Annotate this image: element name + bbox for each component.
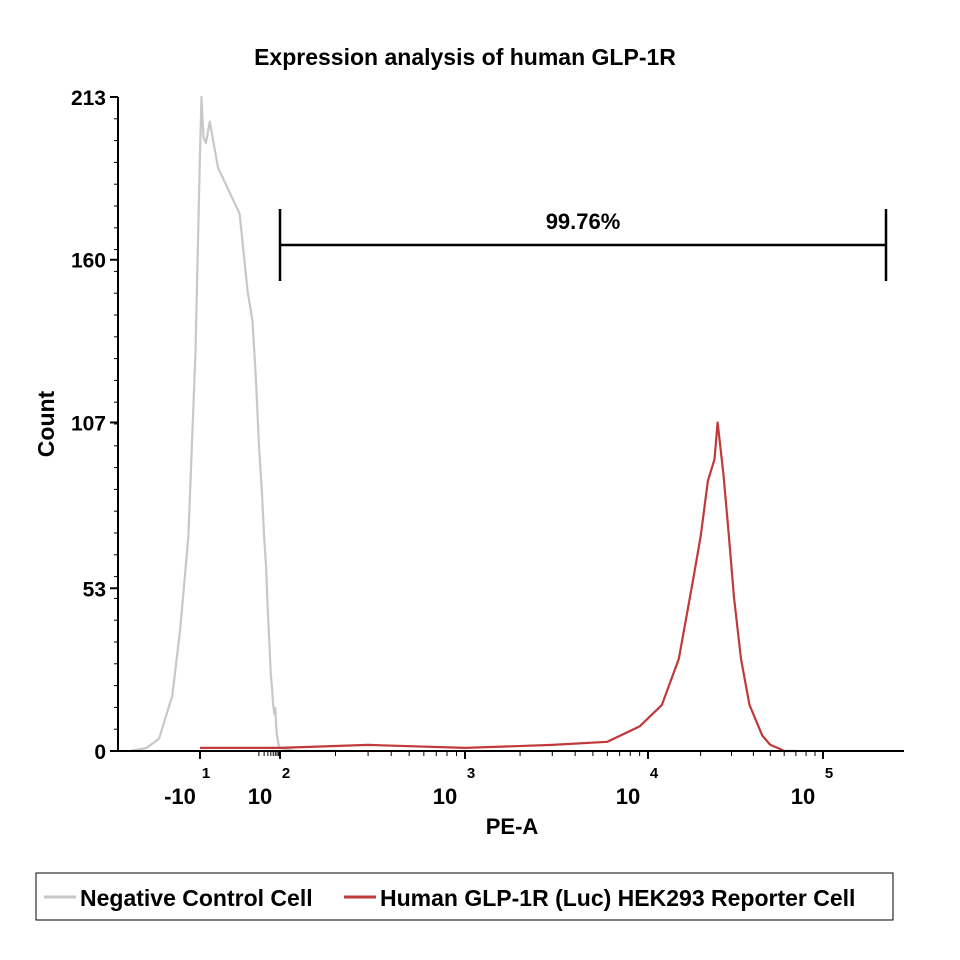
x-tick-label-base: 10: [433, 784, 457, 809]
chart-title: Expression analysis of human GLP-1R: [254, 44, 676, 70]
y-tick-label: 53: [83, 578, 106, 601]
x-tick-label-exponent: 5: [825, 765, 833, 782]
y-tick-label: 160: [71, 250, 106, 273]
y-tick-label: 0: [94, 741, 106, 764]
x-tick-label-exponent: 3: [467, 765, 475, 782]
x-tick-label-base: 10: [791, 784, 815, 809]
x-tick-label-exponent: 4: [650, 765, 659, 782]
series-negative-control: [129, 95, 336, 753]
legend-box: [35, 872, 894, 921]
x-tick-label-exponent: 2: [282, 765, 290, 782]
series-glp1r-reporter: [200, 421, 796, 753]
x-axis-label: PE-A: [486, 814, 539, 839]
x-tick-label-base: 10: [248, 784, 272, 809]
x-tick-label-base: 10: [616, 784, 640, 809]
y-tick-label: 107: [71, 412, 106, 435]
y-axis-label: Count: [33, 390, 59, 457]
legend-label-glp1r: Human GLP-1R (Luc) HEK293 Reporter Cell: [380, 885, 855, 911]
gate-label: 99.76%: [546, 209, 621, 234]
legend-label-negative: Negative Control Cell: [80, 885, 313, 911]
x-tick-label-exponent: 1: [202, 765, 210, 782]
x-tick-label-base: -10: [164, 784, 196, 809]
y-tick-label: 213: [71, 87, 106, 110]
legend: Negative Control Cell Human GLP-1R (Luc)…: [35, 872, 894, 921]
